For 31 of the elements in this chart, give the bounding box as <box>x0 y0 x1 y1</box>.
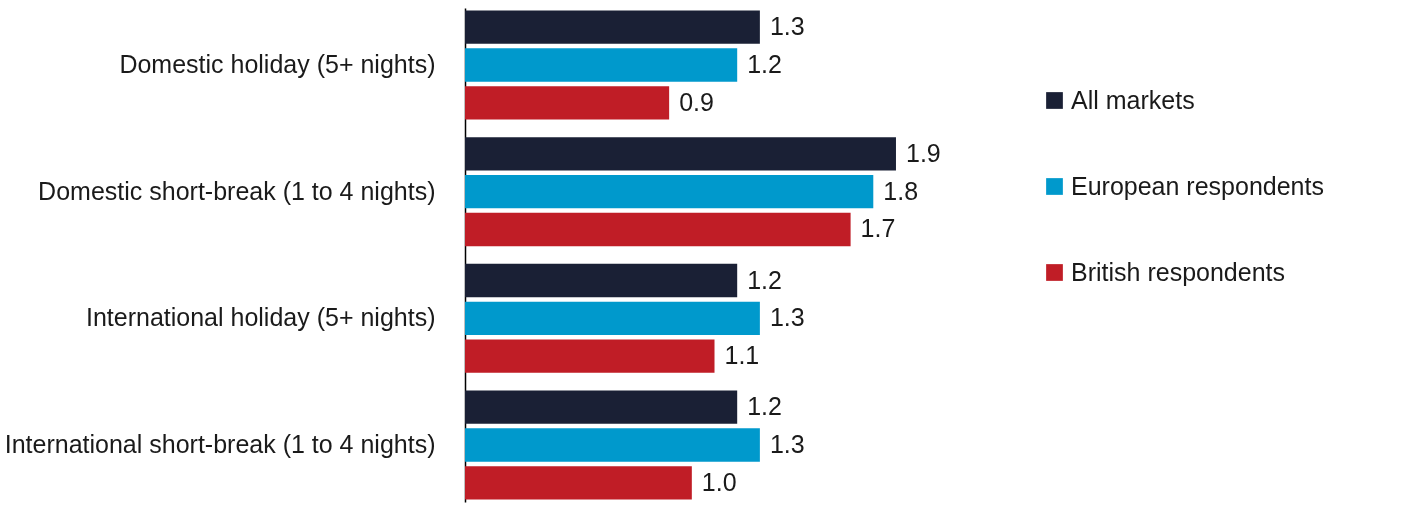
data-label: 1.0 <box>701 467 737 496</box>
y-tick-label: International holiday (5+ nights) <box>85 303 436 332</box>
data-label: 1.7 <box>860 214 896 243</box>
data-label: 1.9 <box>905 138 941 167</box>
bar <box>465 301 760 335</box>
bar <box>465 212 851 247</box>
bar <box>465 390 738 424</box>
legend-label: British respondents <box>1071 257 1286 286</box>
data-label: 1.2 <box>747 265 782 294</box>
data-label: 1.3 <box>769 12 805 41</box>
bar <box>465 10 760 44</box>
data-label: 1.2 <box>747 50 782 78</box>
y-tick-label: Domestic holiday (5+ nights) <box>119 50 436 78</box>
bar <box>465 175 874 209</box>
data-label: 0.9 <box>679 87 714 116</box>
bar <box>465 466 692 500</box>
bar <box>465 428 760 462</box>
bar <box>465 48 738 82</box>
bar <box>465 339 715 373</box>
data-label: 1.3 <box>769 303 805 332</box>
bar <box>465 86 670 120</box>
legend-label: All markets <box>1071 85 1195 114</box>
data-label: 1.1 <box>724 341 760 370</box>
data-label: 1.2 <box>747 392 782 421</box>
data-label: 1.3 <box>769 430 805 458</box>
bar <box>465 263 738 298</box>
data-label: 1.8 <box>883 176 919 205</box>
bar <box>465 137 896 171</box>
y-tick-label: International short-break (1 to 4 nights) <box>4 430 436 458</box>
legend-label: European respondents <box>1071 171 1324 200</box>
y-tick-label: Domestic short-break (1 to 4 nights) <box>38 176 436 205</box>
